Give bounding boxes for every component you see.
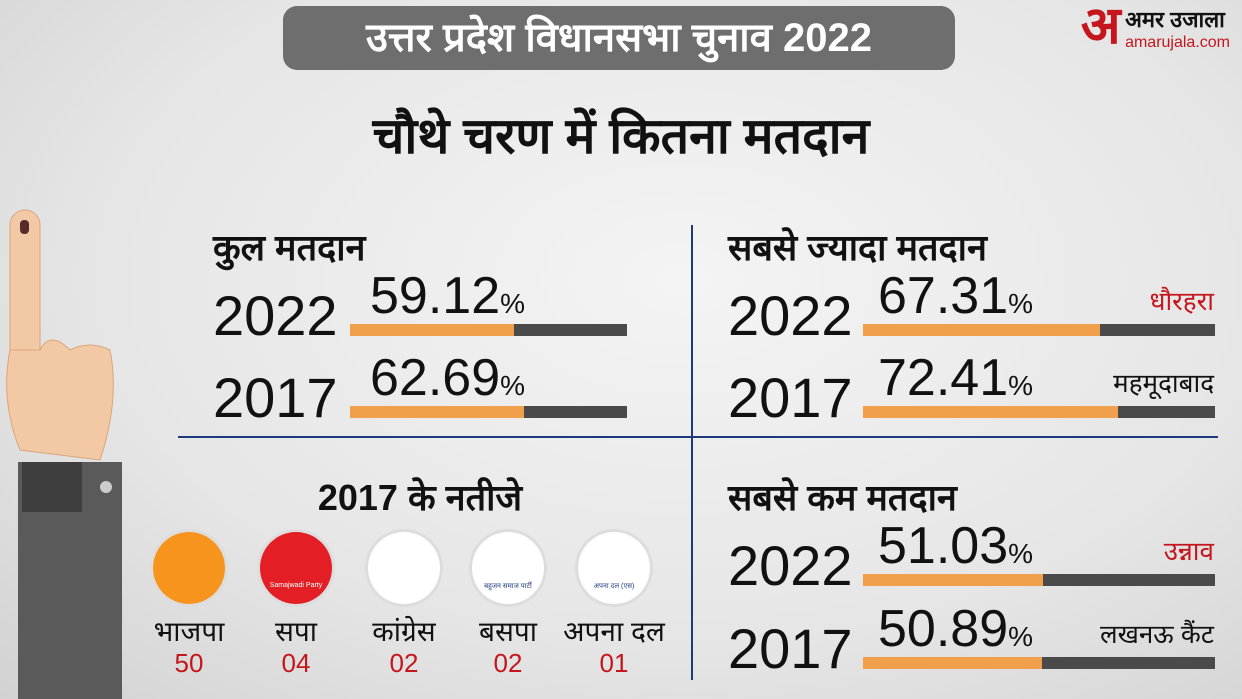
unit: % — [1008, 538, 1034, 569]
party-logo — [153, 532, 225, 604]
place: धौरहरा — [1149, 286, 1214, 316]
hand-illustration — [6, 209, 122, 699]
logo-mark: अ — [1080, 0, 1121, 55]
logo-text: अपना दल (एस) — [593, 583, 635, 590]
logo: अ अमर उजाला amarujala.com — [1081, 0, 1230, 52]
bar-fill — [863, 406, 1118, 418]
value-number: 62.69 — [370, 349, 501, 407]
panel-title: सबसे कम मतदान — [728, 477, 957, 518]
party-seats: 02 — [389, 648, 419, 678]
bar-fill — [350, 324, 514, 336]
bar-fill — [350, 406, 524, 418]
bar-fill — [863, 657, 1043, 669]
results-title: 2017 के नतीजे — [317, 477, 523, 518]
value-number: 72.41 — [878, 349, 1009, 407]
logo-text: बहुजन समाज पार्टी — [484, 583, 532, 590]
bar-track — [863, 406, 1215, 418]
year: 2022 — [728, 284, 853, 347]
bar-fill — [863, 324, 1100, 336]
logo-text: Samajwadi Party — [269, 582, 323, 589]
year: 2017 — [728, 617, 853, 680]
unit: % — [500, 370, 526, 401]
party-name: बसपा — [478, 616, 538, 647]
header-subtitle: चौथे चरण में कितना मतदान — [372, 108, 870, 164]
ink-mark — [20, 220, 29, 234]
vertical-divider — [691, 225, 693, 680]
panel-title: सबसे ज्यादा मतदान — [728, 227, 987, 268]
cuff — [22, 462, 82, 512]
year: 2017 — [213, 366, 338, 429]
place: लखनऊ कैंट — [1099, 619, 1214, 649]
bar-track — [350, 406, 627, 418]
place: उन्नाव — [1163, 536, 1214, 566]
value: 51.03% — [878, 520, 1033, 572]
party-logo: बहुजन समाज पार्टी — [472, 532, 544, 604]
horizontal-divider — [178, 436, 1218, 438]
value-number: 51.03 — [878, 517, 1009, 575]
party-seats: 04 — [281, 648, 311, 678]
logo-url: amarujala.com — [1125, 34, 1230, 51]
bar-track — [863, 657, 1215, 669]
value: 62.69% — [370, 352, 525, 404]
party-logo — [368, 532, 440, 604]
party-name: सपा — [274, 616, 318, 647]
party-logo: अपना दल (एस) — [578, 532, 650, 604]
bar-fill — [863, 574, 1043, 586]
unit: % — [1008, 621, 1034, 652]
value: 67.31% — [878, 270, 1033, 322]
party-seats: 01 — [599, 648, 629, 678]
bar-track — [350, 324, 627, 336]
party-name: भाजपा — [153, 616, 225, 647]
bar-track — [863, 324, 1215, 336]
party-seats: 02 — [493, 648, 523, 678]
button — [100, 481, 112, 493]
unit: % — [1008, 370, 1034, 401]
party-name: कांग्रेस — [372, 616, 436, 647]
year: 2022 — [728, 534, 853, 597]
year: 2022 — [213, 284, 338, 347]
panel-title: कुल मतदान — [213, 227, 366, 268]
value: 59.12% — [370, 270, 525, 322]
unit: % — [500, 288, 526, 319]
bar-track — [863, 574, 1215, 586]
logo-name: अमर उजाला — [1125, 7, 1225, 32]
fist — [6, 339, 114, 461]
year: 2017 — [728, 366, 853, 429]
value-number: 59.12 — [370, 267, 501, 325]
party-logo: Samajwadi Party — [260, 532, 332, 604]
unit: % — [1008, 288, 1034, 319]
value: 50.89% — [878, 603, 1033, 655]
party-name: अपना दल — [563, 616, 665, 647]
value-number: 67.31 — [878, 267, 1009, 325]
header-title: उत्तर प्रदेश विधानसभा चुनाव 2022 — [283, 6, 955, 70]
value: 72.41% — [878, 352, 1033, 404]
party-seats: 50 — [174, 648, 204, 678]
value-number: 50.89 — [878, 600, 1009, 658]
place: महमूदाबाद — [1113, 368, 1214, 398]
